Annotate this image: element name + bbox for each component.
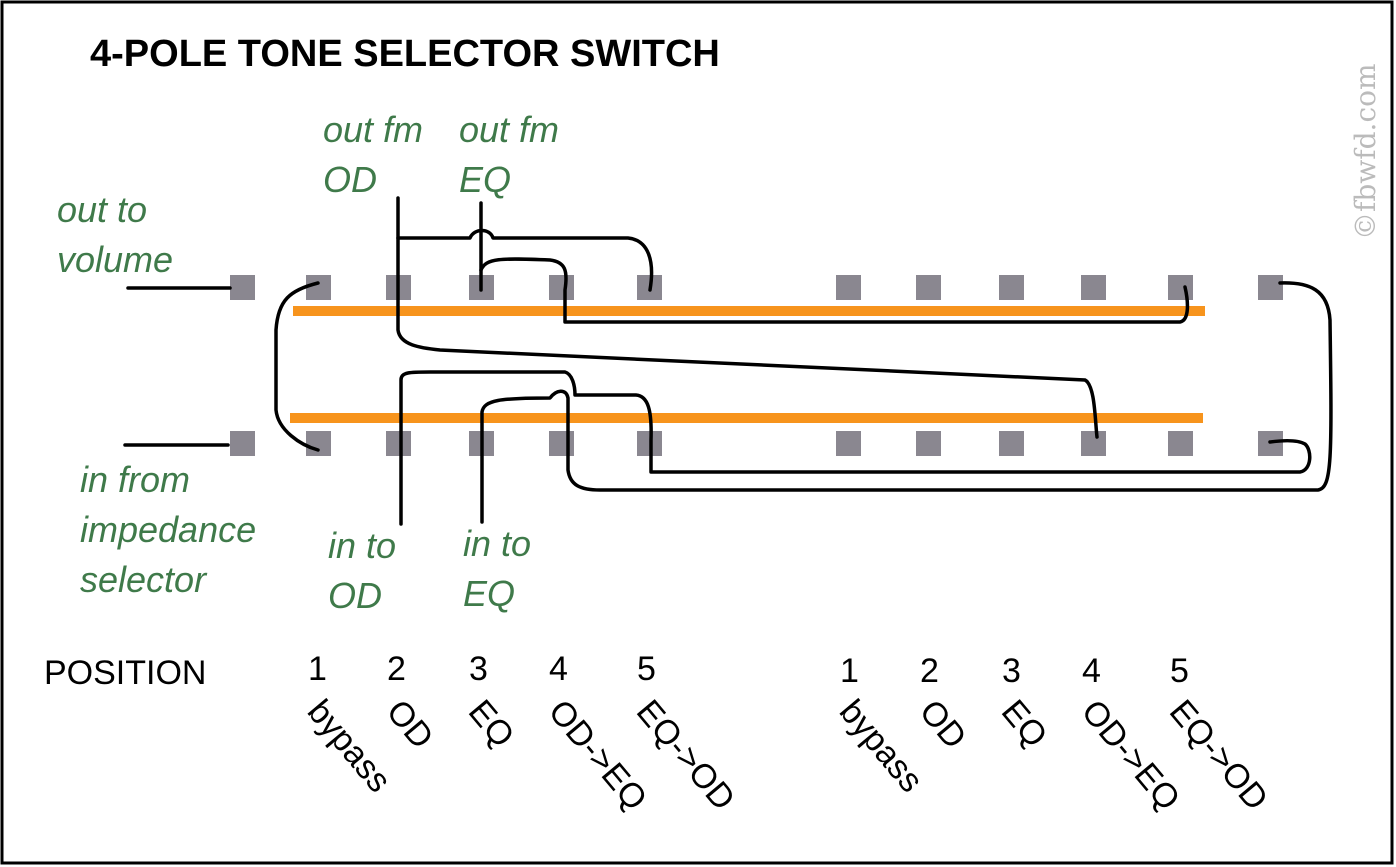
position-name-3: EQ [461,693,522,755]
top-pad-9 [999,275,1024,300]
title: 4-POLE TONE SELECTOR SWITCH [90,33,720,75]
top-contact-bar [293,306,1205,316]
position-name-1: bypass [300,693,398,800]
label-in-from-impedance: in from impedance selector [80,459,256,600]
position-number-1: 1 [308,650,327,688]
position-number-5: 5 [1170,652,1189,690]
top-pad-12 [1258,275,1283,300]
position-name-2: OD [379,693,441,756]
bottom-pad-5 [549,431,574,456]
wire-jumper-left [274,281,320,452]
label-out-fm-od: out fm OD [323,109,423,200]
bottom-pad-11 [1168,431,1193,456]
position-number-2: 2 [387,650,406,688]
wire-in-to-eq [480,281,1333,524]
labels: out to volume out fm OD out fm EQ in from im… [57,109,559,616]
wires [123,196,1333,526]
wire-eq-to-4 [479,257,1190,324]
position-name-1: bypass [832,693,930,800]
label-in-to-od: in to OD [328,525,396,616]
top-pad-1 [230,275,255,300]
watermark: ©fbwfd.com [1349,63,1382,240]
bottom-contact-bar [290,413,1203,423]
position-number-1: 1 [840,652,859,690]
label-out-to-volume: out to volume [57,189,173,280]
pads [230,275,1283,456]
top-pad-7 [836,275,861,300]
label-in-to-eq: in to EQ [463,523,531,614]
top-pad-10 [1081,275,1106,300]
positions: 1bypass2OD3EQ4OD->EQ5EQ->OD1bypass2OD3EQ… [300,650,1276,818]
position-name-2: OD [912,693,974,756]
position-number-3: 3 [1002,652,1021,690]
bottom-pad-8 [916,431,941,456]
position-label: POSITION [44,654,206,692]
top-pad-8 [916,275,941,300]
label-out-fm-eq: out fm EQ [459,109,559,200]
position-number-5: 5 [637,650,656,688]
bottom-pad-7 [836,431,861,456]
top-pad-2 [306,275,331,300]
wire-out-fm-od [396,196,1099,439]
bottom-pad-9 [999,431,1024,456]
bottom-pad-1 [230,431,255,456]
position-number-4: 4 [549,650,568,688]
wire-od-to-5 [396,228,654,292]
wire-in-to-od [399,370,1312,526]
bottom-pad-3 [386,431,411,456]
position-number-2: 2 [920,652,939,690]
top-pad-5 [549,275,574,300]
top-pad-11 [1168,275,1193,300]
bottom-pad-2 [306,431,331,456]
bottom-pad-10 [1081,431,1106,456]
position-number-3: 3 [469,650,488,688]
position-name-3: EQ [994,693,1055,755]
position-number-4: 4 [1082,652,1101,690]
